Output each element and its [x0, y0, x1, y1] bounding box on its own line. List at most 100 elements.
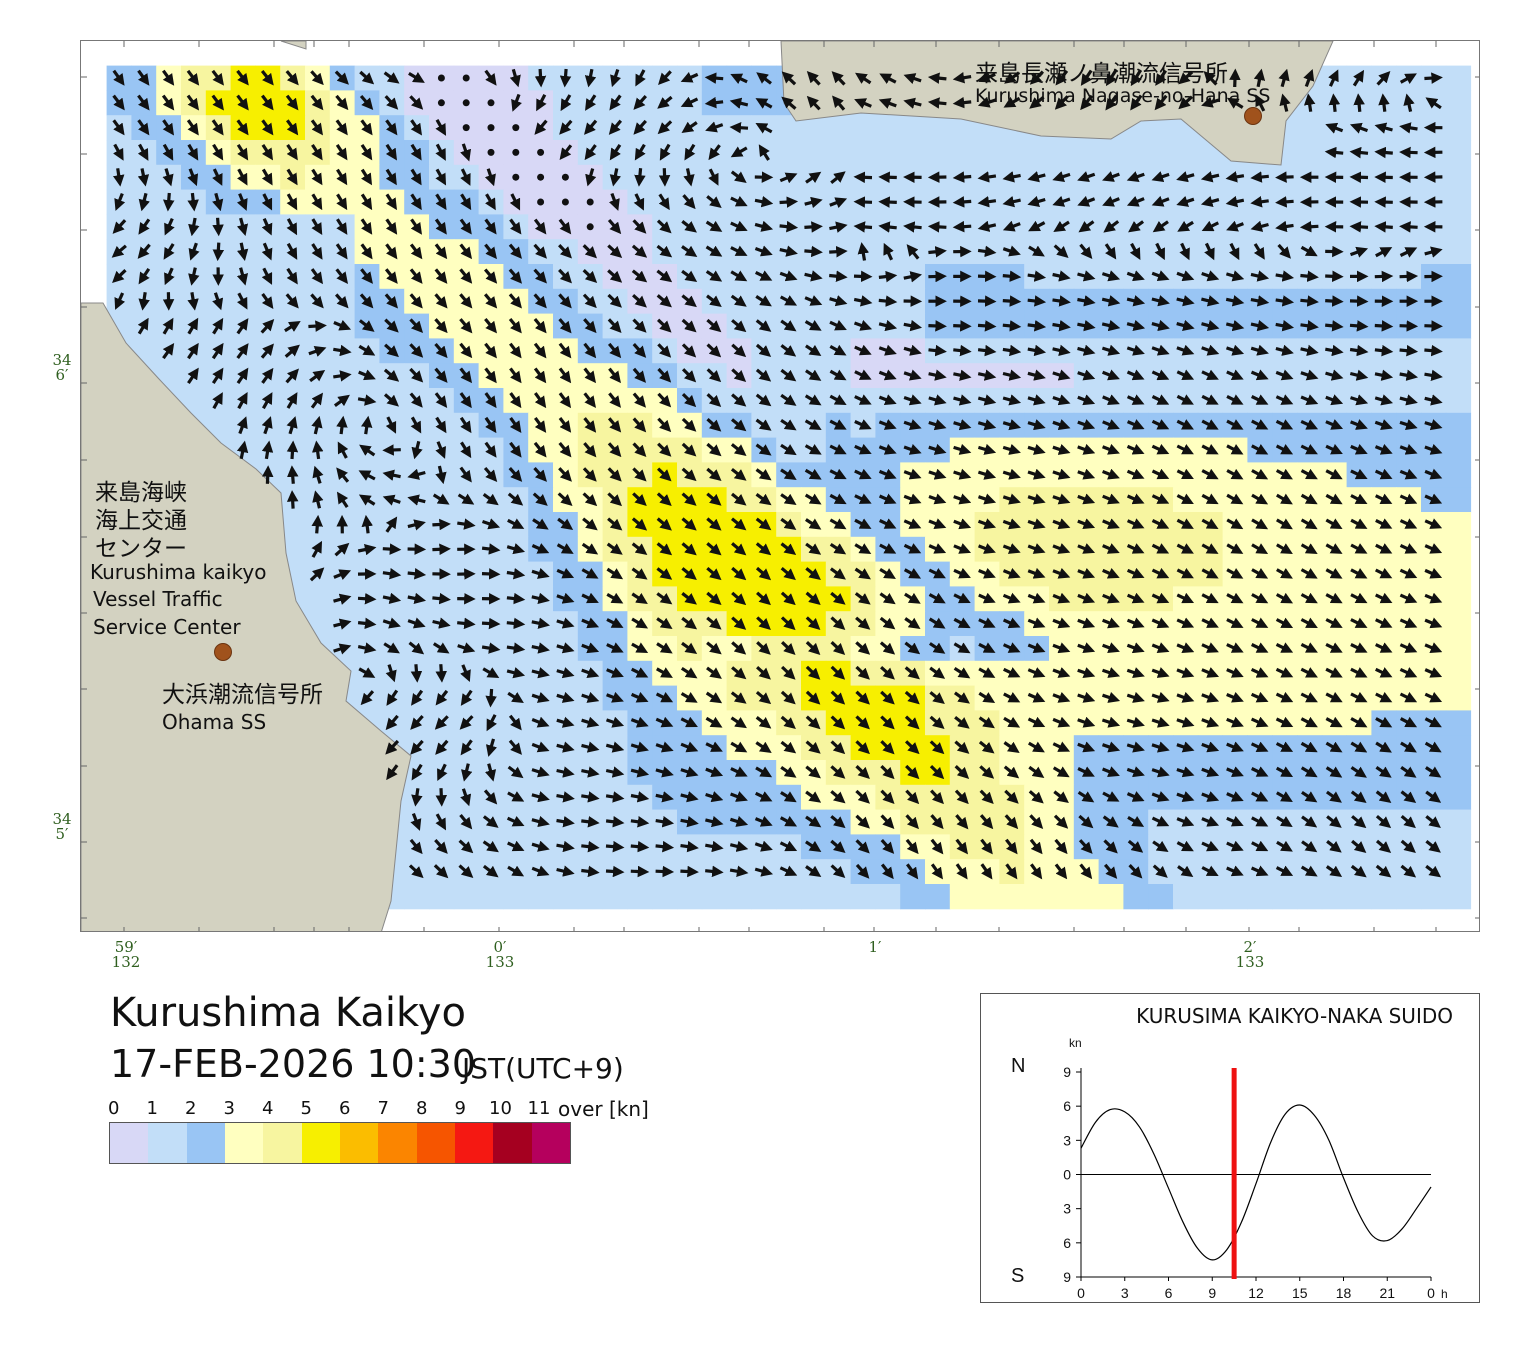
- current-arrow: [138, 292, 150, 311]
- speed-cell: [1297, 884, 1323, 910]
- current-arrow: [212, 217, 224, 237]
- current-arrow: [1349, 344, 1369, 357]
- legend-tick: 8: [416, 1098, 428, 1119]
- legend-swatch: [531, 1123, 570, 1163]
- tide-y-tick-label: 9: [1063, 1064, 1071, 1080]
- current-arrow: [1002, 295, 1022, 307]
- current-arrow: [311, 514, 323, 534]
- speed-cell: [925, 115, 951, 141]
- legend-color-bar: [109, 1122, 571, 1164]
- current-arrow: [927, 97, 947, 109]
- legend-tick: 7: [377, 1098, 389, 1119]
- current-arrow: [977, 320, 997, 332]
- current-arrow: [457, 518, 476, 530]
- legend-swatch: [301, 1123, 340, 1163]
- speed-cell: [801, 140, 827, 166]
- speed-cell: [974, 140, 1000, 166]
- current-arrow: [953, 320, 972, 332]
- current-arrow: [481, 617, 501, 630]
- current-arrow: [286, 440, 299, 460]
- current-arrow: [581, 816, 600, 828]
- slack-dot: [512, 124, 520, 132]
- nagase-station-marker[interactable]: [1244, 107, 1262, 125]
- current-arrow: [1275, 295, 1295, 307]
- speed-cell: [999, 140, 1025, 166]
- tide-x-tick-label: 6: [1165, 1285, 1173, 1301]
- ohama-station-label-jp: 大浜潮流信号所: [162, 682, 323, 708]
- legend-swatch: [186, 1123, 225, 1163]
- current-arrow: [481, 642, 501, 654]
- current-arrow: [1300, 320, 1319, 332]
- current-arrow: [1225, 171, 1245, 183]
- lat-label-34-5: 34 5′: [50, 812, 74, 842]
- current-arrow: [605, 865, 625, 878]
- speed-cell: [1421, 884, 1447, 910]
- current-arrow: [952, 72, 972, 84]
- speed-cell: [1445, 65, 1472, 91]
- current-arrow: [1027, 295, 1047, 307]
- speed-cell: [1321, 884, 1348, 910]
- speed-cell: [850, 115, 876, 141]
- nagase-station-label-jp: 来島長瀬ノ鼻潮流信号所: [975, 61, 1228, 87]
- current-arrow: [952, 96, 972, 109]
- current-arrow: [481, 568, 501, 580]
- current-arrow: [878, 221, 897, 233]
- slack-dot: [512, 173, 520, 181]
- vts-center-marker[interactable]: [214, 643, 232, 661]
- tide-current-panel: KURUSIMA KAIKYO-NAKA SUIDO 9 6 3 0 3 6 9 0 3 6 9 12…: [980, 993, 1480, 1303]
- current-arrow: [382, 543, 402, 555]
- tide-x-tick-label: 3: [1121, 1285, 1129, 1301]
- speed-cell: [404, 884, 430, 910]
- tide-x-tick-label: 0: [1427, 1285, 1435, 1301]
- speed-cell: [1445, 784, 1472, 811]
- speed-cell: [875, 884, 901, 910]
- current-arrow: [411, 788, 423, 807]
- lon-label-deg: 133: [485, 953, 515, 971]
- speed-cell: [1445, 561, 1472, 587]
- slack-dot: [537, 148, 545, 156]
- speed-cell: [1445, 660, 1472, 687]
- tide-y-tick-label: 0: [1063, 1167, 1071, 1183]
- speed-cell: [1445, 710, 1472, 736]
- speed-cell: [1445, 735, 1472, 761]
- tide-x-tick-label: 18: [1336, 1285, 1352, 1301]
- current-arrow: [1250, 196, 1269, 208]
- current-arrow: [1325, 295, 1344, 307]
- legend-tick: 0: [108, 1098, 120, 1119]
- speed-cell: [1445, 288, 1472, 315]
- current-arrow: [1378, 93, 1390, 112]
- current-arrow: [333, 344, 352, 357]
- current-arrow: [1349, 171, 1369, 184]
- speed-cell: [1445, 90, 1472, 116]
- current-arrow: [655, 840, 675, 853]
- tide-x-tick-label: 9: [1208, 1285, 1216, 1301]
- speed-cell: [1148, 884, 1174, 910]
- current-arrow: [435, 788, 448, 807]
- speed-cell: [429, 884, 455, 910]
- speed-cell: [528, 884, 554, 910]
- speed-cell: [875, 140, 901, 166]
- current-arrow: [432, 518, 451, 531]
- speed-cell: [1123, 884, 1149, 910]
- current-arrow: [506, 617, 526, 630]
- current-arrow: [977, 196, 997, 208]
- legend-over-label: over: [558, 1097, 603, 1121]
- current-arrow: [704, 72, 724, 84]
- current-arrow: [1399, 122, 1418, 134]
- current-arrow: [977, 344, 997, 357]
- slack-dot: [537, 173, 545, 181]
- speed-cell: [1445, 809, 1472, 835]
- current-map: [80, 40, 1480, 932]
- current-arrow: [779, 220, 799, 233]
- legend-tick: 10: [489, 1098, 512, 1119]
- tide-x-unit: h: [1441, 1287, 1448, 1301]
- legend-tick: 5: [300, 1098, 312, 1119]
- slack-dot: [561, 198, 569, 206]
- current-arrow: [927, 72, 947, 84]
- current-arrow: [435, 664, 448, 683]
- lat-label-min: 6′: [55, 366, 69, 384]
- current-arrow: [1424, 344, 1443, 357]
- current-arrow: [581, 865, 600, 878]
